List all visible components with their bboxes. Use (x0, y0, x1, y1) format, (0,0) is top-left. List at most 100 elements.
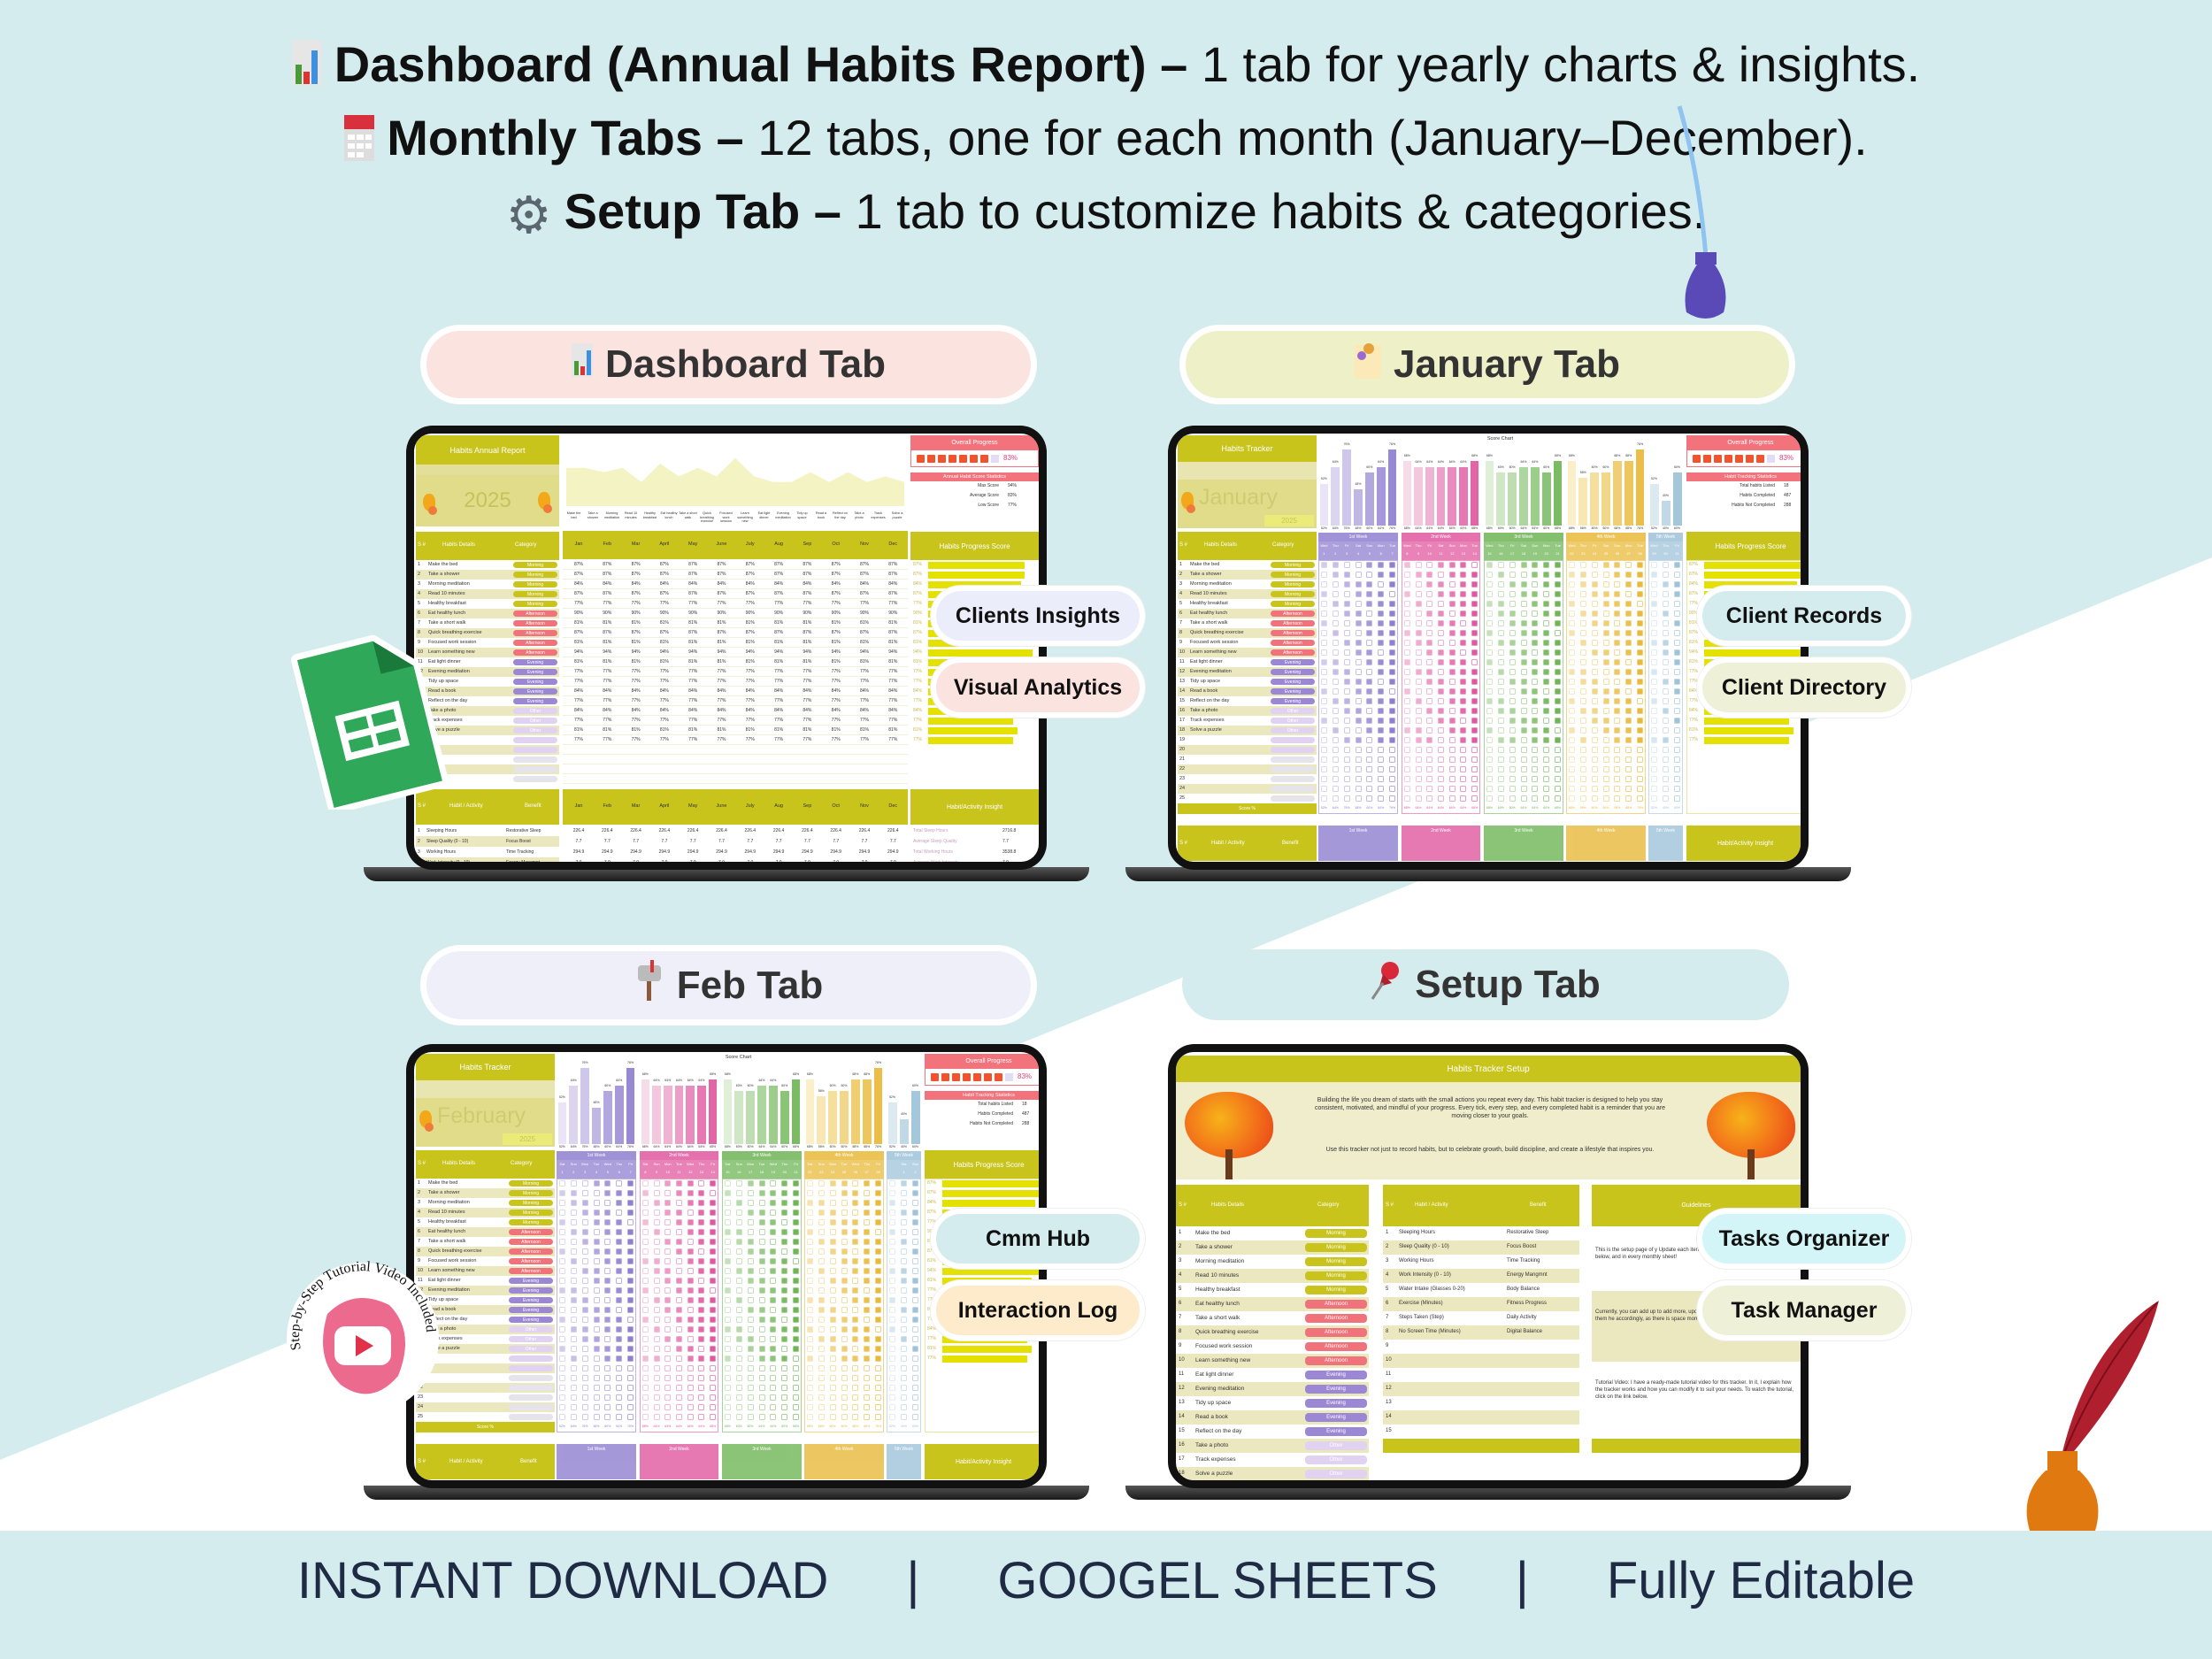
checkbox-checked[interactable] (1378, 718, 1385, 724)
checkbox[interactable] (1579, 757, 1586, 763)
checkbox[interactable] (793, 1385, 800, 1391)
checkbox-checked[interactable] (627, 1336, 634, 1342)
checkbox-checked[interactable] (1320, 659, 1327, 665)
checkbox[interactable] (616, 1307, 623, 1313)
checkbox[interactable] (889, 1219, 895, 1225)
checkbox-checked[interactable] (1366, 620, 1373, 626)
checkbox[interactable] (1663, 757, 1669, 763)
checkbox[interactable] (875, 1326, 882, 1333)
checkbox[interactable] (1674, 572, 1680, 578)
checkbox-checked[interactable] (781, 1239, 788, 1245)
checkbox[interactable] (558, 1385, 565, 1391)
checkbox-checked[interactable] (1555, 659, 1562, 665)
checkbox[interactable] (864, 1287, 871, 1294)
checkbox-checked[interactable] (1543, 737, 1550, 743)
checkbox[interactable] (1509, 786, 1516, 792)
checkbox[interactable] (1520, 572, 1527, 578)
checkbox[interactable] (1448, 708, 1455, 714)
checkbox[interactable] (735, 1394, 742, 1401)
checkbox[interactable] (781, 1414, 788, 1420)
checkbox[interactable] (901, 1219, 907, 1225)
checkbox[interactable] (1343, 766, 1350, 772)
checkbox[interactable] (852, 1210, 859, 1216)
checkbox[interactable] (818, 1326, 825, 1333)
checkbox[interactable] (1426, 786, 1433, 792)
checkbox[interactable] (676, 1385, 682, 1391)
checkbox-checked[interactable] (770, 1190, 777, 1196)
checkbox[interactable] (1332, 737, 1339, 743)
checkbox[interactable] (1403, 786, 1410, 792)
checkbox[interactable] (570, 1180, 577, 1187)
checkbox[interactable] (687, 1404, 694, 1410)
checkbox[interactable] (570, 1404, 577, 1410)
checkbox-checked[interactable] (770, 1356, 777, 1362)
checkbox[interactable] (1448, 611, 1455, 617)
checkbox[interactable] (1355, 747, 1362, 753)
checkbox[interactable] (1332, 649, 1339, 656)
checkbox[interactable] (1460, 747, 1467, 753)
checkbox[interactable] (1438, 640, 1444, 646)
checkbox[interactable] (676, 1268, 682, 1274)
checkbox-checked[interactable] (1625, 727, 1632, 733)
checkbox-checked[interactable] (1602, 688, 1609, 695)
checkbox-checked[interactable] (1343, 708, 1350, 714)
checkbox-checked[interactable] (735, 1268, 742, 1274)
checkbox[interactable] (724, 1317, 731, 1323)
checkbox-checked[interactable] (758, 1287, 765, 1294)
checkbox-checked[interactable] (1591, 708, 1598, 714)
checkbox[interactable] (1389, 688, 1396, 695)
checkbox[interactable] (735, 1365, 742, 1371)
checkbox[interactable] (875, 1394, 882, 1401)
checkbox-checked[interactable] (1378, 640, 1385, 646)
checkbox[interactable] (852, 1365, 859, 1371)
checkbox-checked[interactable] (581, 1336, 588, 1342)
checkbox-checked[interactable] (570, 1287, 577, 1294)
checkbox[interactable] (724, 1210, 731, 1216)
checkbox-checked[interactable] (710, 1336, 717, 1342)
checkbox-checked[interactable] (758, 1278, 765, 1284)
checkbox-checked[interactable] (1460, 611, 1467, 617)
checkbox-checked[interactable] (1343, 581, 1350, 588)
checkbox-checked[interactable] (781, 1297, 788, 1303)
checkbox-checked[interactable] (570, 1190, 577, 1196)
checkbox-checked[interactable] (627, 1200, 634, 1206)
checkbox-checked[interactable] (1426, 640, 1433, 646)
checkbox-checked[interactable] (1625, 737, 1632, 743)
checkbox[interactable] (1663, 688, 1669, 695)
checkbox-checked[interactable] (1438, 649, 1444, 656)
checkbox-checked[interactable] (604, 1210, 611, 1216)
checkbox[interactable] (806, 1210, 813, 1216)
checkbox[interactable] (841, 1210, 848, 1216)
checkbox[interactable] (901, 1404, 907, 1410)
checkbox[interactable] (1663, 718, 1669, 724)
checkbox[interactable] (593, 1297, 600, 1303)
checkbox[interactable] (1509, 688, 1516, 695)
checkbox[interactable] (1378, 649, 1385, 656)
checkbox[interactable] (664, 1258, 672, 1264)
checkbox-checked[interactable] (912, 1190, 918, 1196)
checkbox[interactable] (889, 1375, 895, 1381)
checkbox[interactable] (1355, 572, 1362, 578)
checkbox[interactable] (1389, 591, 1396, 597)
checkbox[interactable] (1332, 688, 1339, 695)
checkbox[interactable] (698, 1365, 705, 1371)
checkbox[interactable] (1332, 640, 1339, 646)
checkbox[interactable] (875, 1404, 882, 1410)
checkbox-checked[interactable] (1403, 591, 1410, 597)
checkbox[interactable] (1497, 679, 1504, 685)
checkbox-checked[interactable] (1389, 669, 1396, 675)
checkbox[interactable] (1568, 786, 1575, 792)
checkbox[interactable] (1532, 795, 1539, 802)
checkbox[interactable] (570, 1346, 577, 1352)
checkbox[interactable] (864, 1190, 871, 1196)
checkbox-checked[interactable] (1591, 679, 1598, 685)
checkbox[interactable] (1448, 757, 1455, 763)
checkbox-checked[interactable] (889, 1297, 895, 1303)
checkbox[interactable] (1332, 679, 1339, 685)
checkbox-checked[interactable] (781, 1326, 788, 1333)
checkbox[interactable] (1614, 766, 1621, 772)
checkbox[interactable] (806, 1336, 813, 1342)
checkbox-checked[interactable] (793, 1278, 800, 1284)
checkbox[interactable] (901, 1200, 907, 1206)
checkbox-checked[interactable] (641, 1219, 649, 1225)
